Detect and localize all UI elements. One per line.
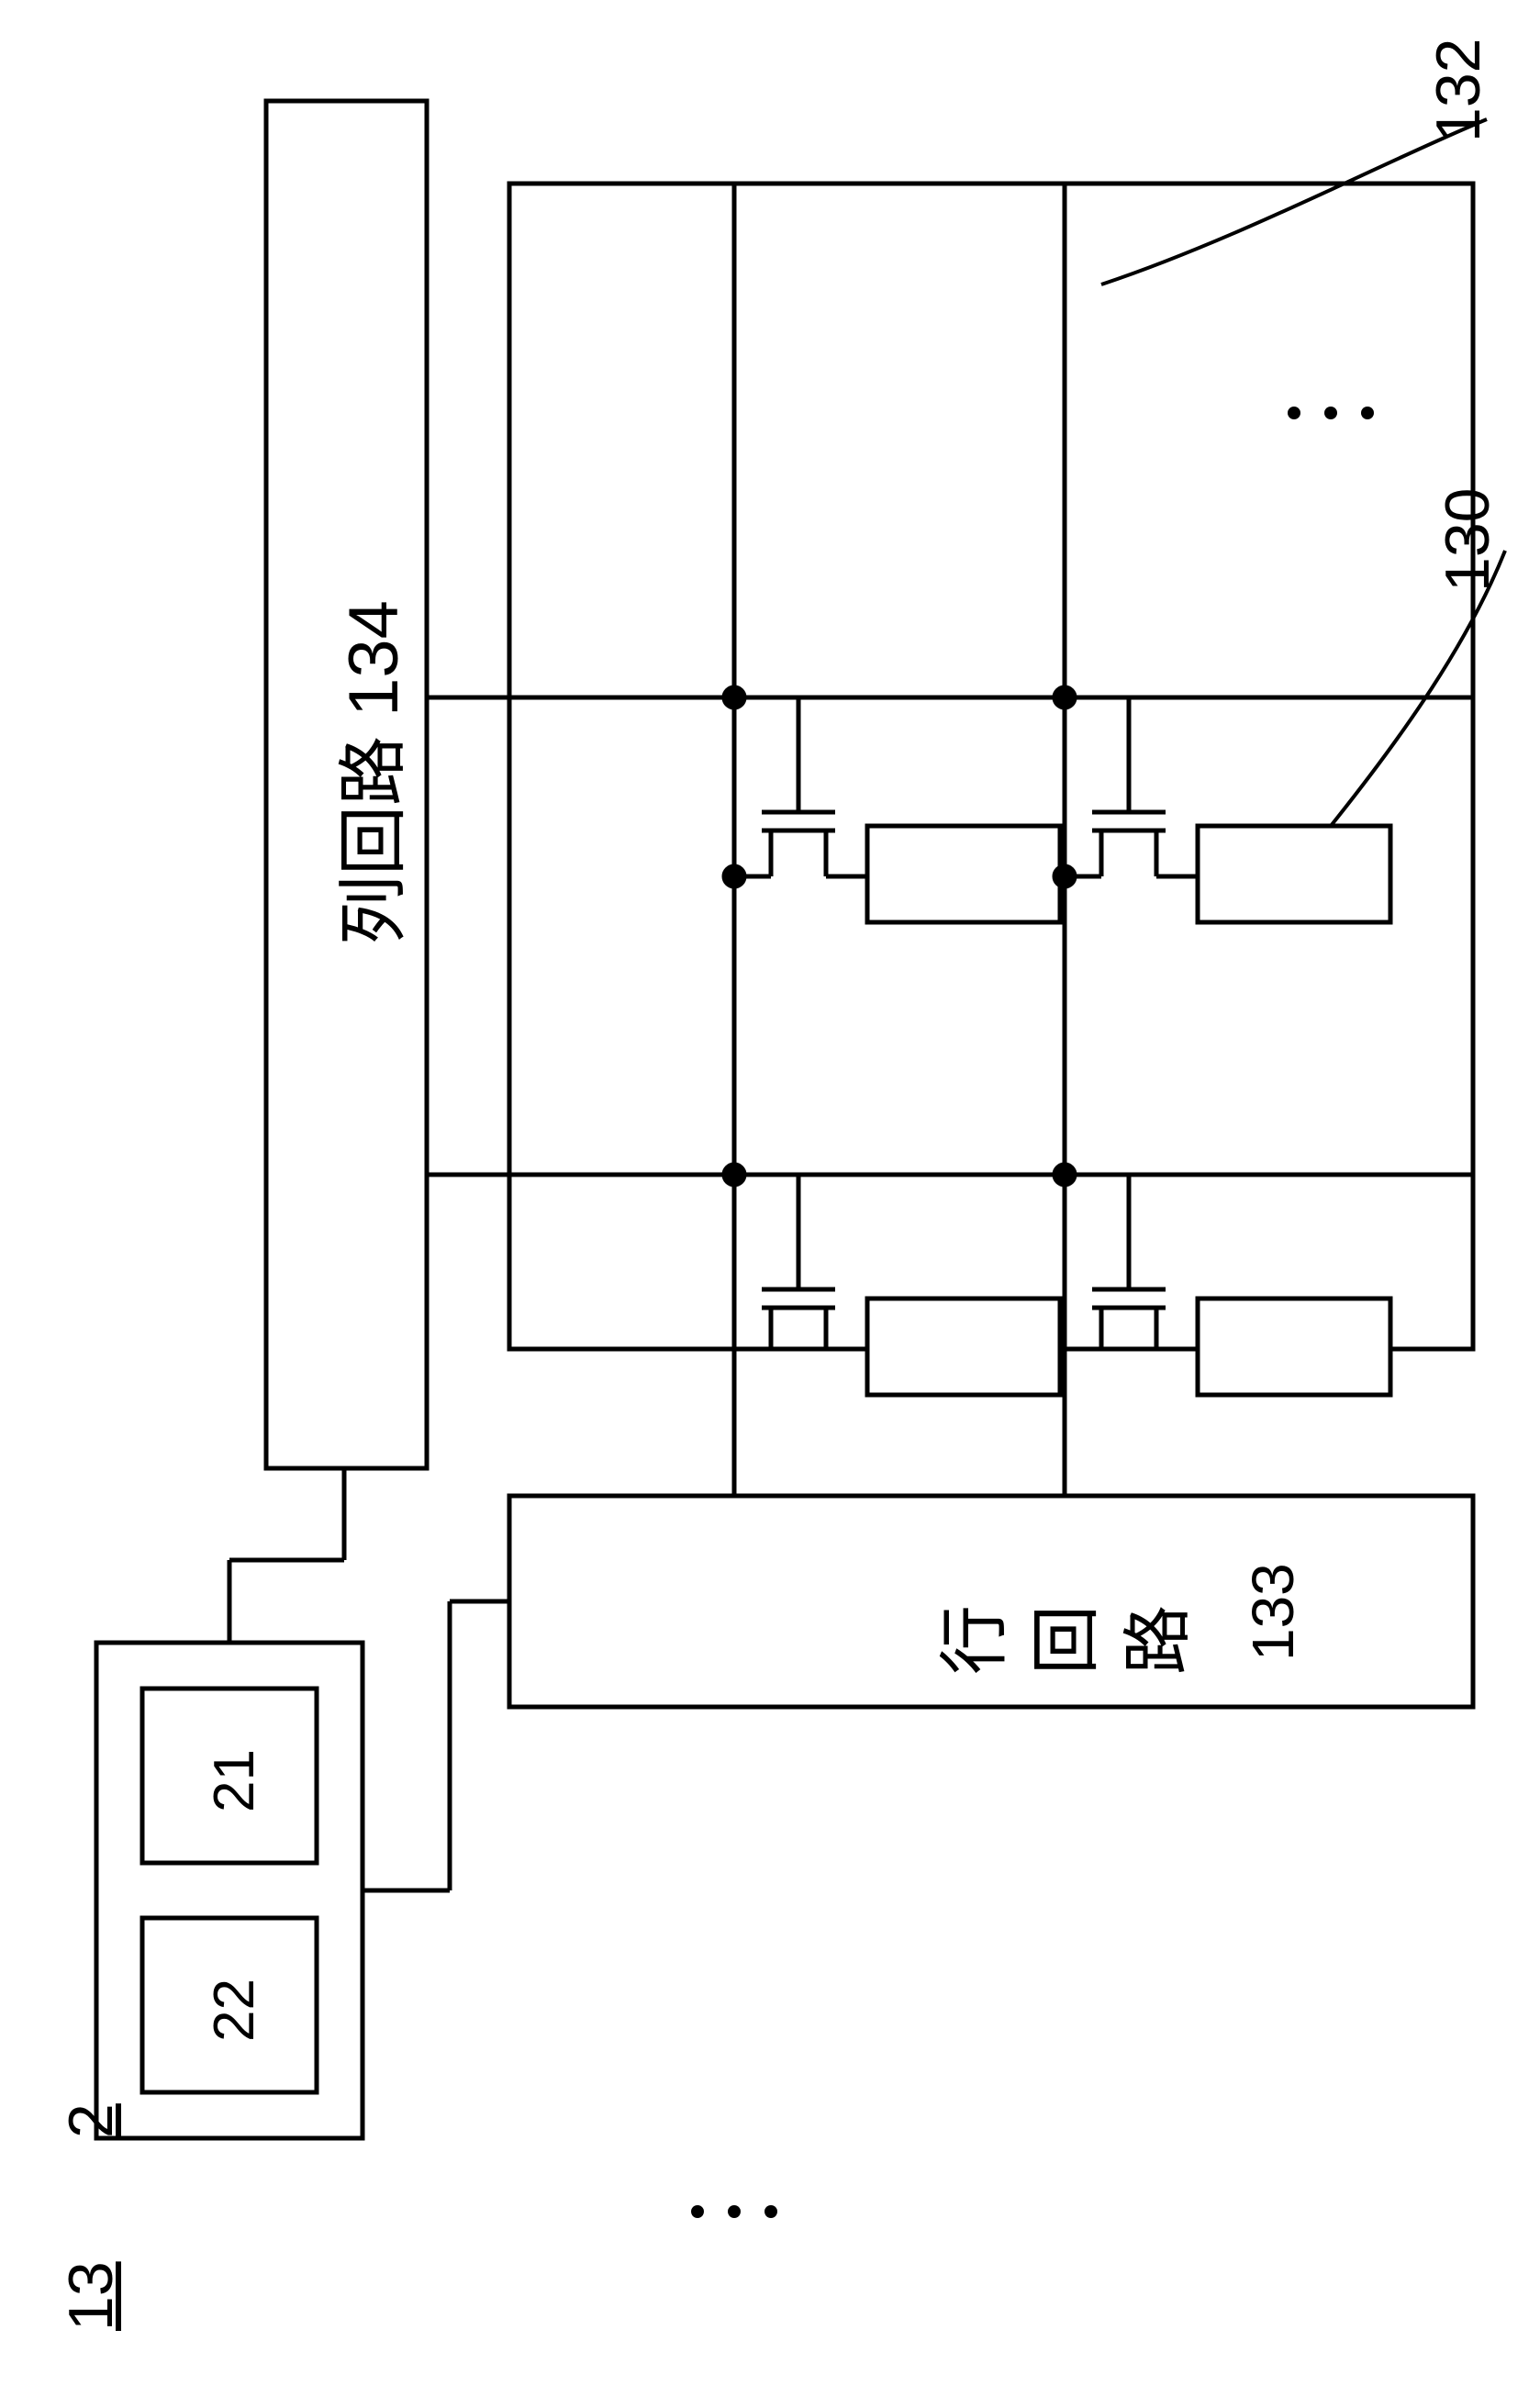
- label-132: 132: [1423, 39, 1494, 142]
- label-col-circuit: 列回路 134: [317, 600, 418, 945]
- row-circuit-rect: [509, 1496, 1473, 1707]
- label-row-circuit-num: 133: [1239, 1563, 1307, 1661]
- label-2: 2: [55, 2103, 127, 2138]
- cell-130-rect: [1198, 826, 1390, 922]
- label-22: 22: [202, 1979, 267, 2042]
- diagram-svg: [0, 0, 1540, 2408]
- label-21: 21: [202, 1749, 267, 1812]
- label-13: 13: [55, 2261, 127, 2331]
- label-130: 130: [1432, 488, 1503, 592]
- label-row-circuit-2: 回: [1010, 1605, 1110, 1675]
- label-row-circuit-3: 路: [1101, 1605, 1202, 1675]
- label-row-circuit-1: 行: [918, 1605, 1019, 1675]
